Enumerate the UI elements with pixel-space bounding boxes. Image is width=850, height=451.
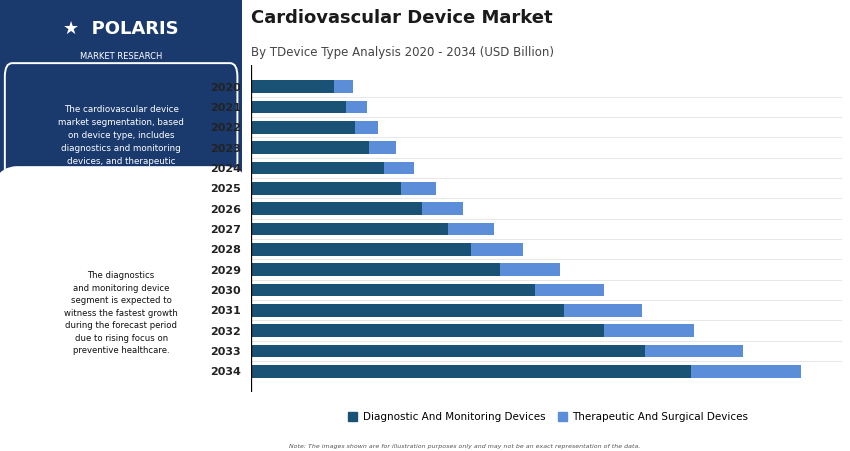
- Text: By TDevice Type Analysis 2020 - 2034 (USD Billion): By TDevice Type Analysis 2020 - 2034 (US…: [251, 46, 553, 59]
- Text: The diagnostics
and monitoring device
segment is expected to
witness the fastest: The diagnostics and monitoring device se…: [65, 272, 178, 355]
- Bar: [251, 304, 564, 317]
- Bar: [251, 324, 604, 337]
- Bar: [251, 202, 422, 215]
- Text: Source:www.polarismarketresearch.com: Source:www.polarismarketresearch.com: [54, 437, 189, 443]
- Text: Cardiovascular Device Market: Cardiovascular Device Market: [251, 9, 552, 27]
- Bar: [369, 141, 395, 154]
- Bar: [500, 263, 560, 276]
- Bar: [471, 243, 523, 256]
- Bar: [384, 161, 414, 174]
- Bar: [448, 223, 494, 235]
- Bar: [251, 223, 448, 235]
- Bar: [604, 324, 694, 337]
- FancyBboxPatch shape: [5, 63, 237, 219]
- Bar: [644, 345, 743, 357]
- Bar: [422, 202, 462, 215]
- Bar: [691, 365, 801, 377]
- Bar: [251, 161, 384, 174]
- Bar: [251, 121, 355, 133]
- FancyBboxPatch shape: [0, 167, 254, 451]
- Text: ★  POLARIS: ★ POLARIS: [63, 20, 179, 38]
- Text: MARKET RESEARCH: MARKET RESEARCH: [80, 52, 162, 61]
- Bar: [251, 263, 500, 276]
- Text: Note: The images shown are for illustration purposes only and may not be an exac: Note: The images shown are for illustrat…: [289, 444, 640, 449]
- Bar: [251, 365, 691, 377]
- Bar: [251, 101, 346, 113]
- Bar: [251, 80, 334, 93]
- Bar: [355, 121, 378, 133]
- Bar: [251, 243, 471, 256]
- Bar: [251, 182, 401, 194]
- Text: The cardiovascular device
market segmentation, based
on device type, includes
di: The cardiovascular device market segment…: [58, 106, 184, 179]
- FancyBboxPatch shape: [0, 0, 242, 451]
- Bar: [251, 284, 535, 296]
- Bar: [564, 304, 643, 317]
- Bar: [535, 284, 604, 296]
- Bar: [346, 101, 366, 113]
- Bar: [401, 182, 436, 194]
- Bar: [251, 141, 369, 154]
- Legend: Diagnostic And Monitoring Devices, Therapeutic And Surgical Devices: Diagnostic And Monitoring Devices, Thera…: [348, 412, 748, 422]
- Bar: [251, 345, 644, 357]
- Bar: [334, 80, 353, 93]
